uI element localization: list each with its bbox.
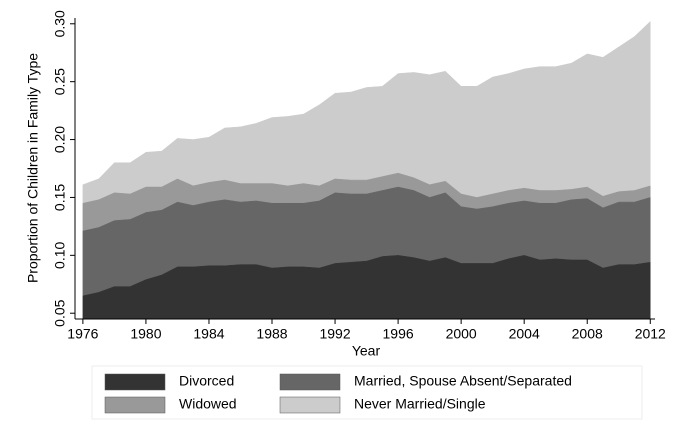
x-tick-label: 1992 [319,326,350,342]
x-tick-label: 1996 [383,326,414,342]
x-tick-label: 1988 [256,326,287,342]
legend-swatch [104,396,166,414]
x-tick-label: 2012 [635,326,666,342]
area [82,255,651,319]
x-axis-label: Year [352,343,381,359]
x-tick-label: 1976 [67,326,98,342]
y-tick-label: 0.10 [52,241,68,268]
y-tick-label: 0.20 [52,126,68,153]
plot-area [82,20,651,319]
x-tick-label: 2004 [509,326,540,342]
legend-label: Divorced [179,373,234,389]
area [82,20,651,204]
y-tick-label: 0.30 [52,10,68,37]
legend-swatch [279,396,341,414]
y-tick-label: 0.05 [52,299,68,326]
legend-swatch [279,373,341,391]
legend-label: Married, Spouse Absent/Separated [354,373,572,389]
legend-swatch [104,373,166,391]
x-tick-label: 2000 [446,326,477,342]
legend-label: Widowed [179,396,237,412]
x-tick-label: 2008 [572,326,603,342]
x-tick-label: 1984 [193,326,224,342]
legend-box [91,365,643,420]
y-axis-label: Proportion of Children in Family Type [25,53,41,283]
y-tick-label: 0.25 [52,68,68,95]
y-tick-label: 0.15 [52,184,68,211]
x-tick-label: 1980 [130,326,161,342]
legend-label: Never Married/Single [354,396,486,412]
